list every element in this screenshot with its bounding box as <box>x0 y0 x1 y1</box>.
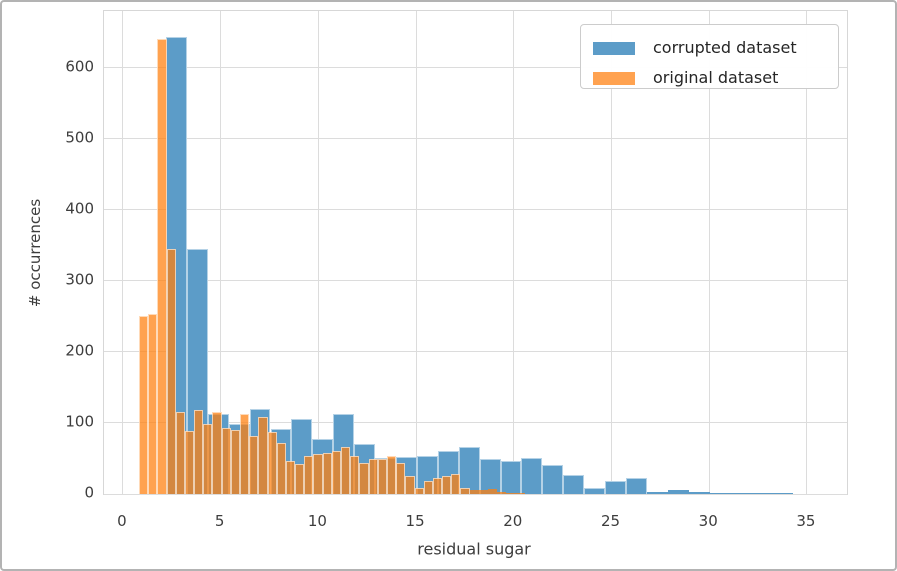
histogram-bar-original-dataset <box>203 424 213 494</box>
histogram-bar-original-dataset <box>341 447 351 494</box>
histogram-bar-original-dataset <box>148 314 158 494</box>
histogram-bar-corrupted-dataset <box>542 464 564 494</box>
histogram-bar-original-dataset <box>331 450 342 494</box>
gridline-y-500 <box>104 138 847 140</box>
x-tick-label-30: 30 <box>698 512 718 530</box>
gridline-y-100 <box>104 422 847 424</box>
histogram-bar-corrupted-dataset <box>479 459 501 494</box>
histogram-bar-corrupted-dataset <box>605 480 626 494</box>
histogram-bar-original-dataset <box>175 412 185 494</box>
y-tick-label-600: 600 <box>65 57 94 76</box>
histogram-bar-corrupted-dataset <box>667 489 689 494</box>
histogram-bar-original-dataset <box>442 476 452 494</box>
histogram-bar-original-dataset <box>212 412 222 494</box>
histogram-bar-corrupted-dataset <box>500 461 522 494</box>
histogram-bar-original-dataset <box>497 491 507 494</box>
histogram-bar-corrupted-dataset <box>584 488 606 494</box>
legend: corrupted dataset original dataset <box>580 24 839 89</box>
histogram-bar-original-dataset <box>295 464 305 494</box>
histogram-bar-original-dataset <box>258 416 268 494</box>
histogram-bar-original-dataset <box>166 248 176 494</box>
histogram-bar-original-dataset <box>432 477 443 494</box>
histogram-bar-corrupted-dataset <box>521 457 543 494</box>
x-tick-label-15: 15 <box>405 512 425 530</box>
legend-label-corrupted: corrupted dataset <box>653 38 797 57</box>
gridline-y-400 <box>104 209 847 211</box>
histogram-bar-original-dataset <box>451 474 461 494</box>
y-tick-label-0: 0 <box>84 483 94 502</box>
gridline-x-25 <box>611 11 612 494</box>
y-tick-label-200: 200 <box>65 341 94 360</box>
histogram-bar-original-dataset <box>368 459 378 494</box>
histogram-bar-original-dataset <box>276 442 286 494</box>
histogram-bar-corrupted-dataset <box>751 492 773 494</box>
histogram-bar-corrupted-dataset <box>730 492 752 494</box>
gridline-y-300 <box>104 280 847 282</box>
legend-entry-original: original dataset <box>593 63 838 93</box>
legend-swatch-corrupted <box>593 41 635 55</box>
x-tick-label-0: 0 <box>117 512 127 530</box>
histogram-bar-corrupted-dataset <box>688 491 710 494</box>
histogram-bar-original-dataset <box>322 452 332 494</box>
histogram-bar-original-dataset <box>414 487 424 494</box>
gridline-y-200 <box>104 351 847 353</box>
histogram-bar-corrupted-dataset <box>646 491 668 494</box>
gridline-x-20 <box>513 11 515 494</box>
legend-label-original: original dataset <box>653 68 779 87</box>
gridline-x-15 <box>415 11 417 494</box>
histogram-bar-original-dataset <box>240 413 250 494</box>
histogram-bar-original-dataset <box>478 489 488 494</box>
x-tick-label-35: 35 <box>796 512 816 530</box>
x-tick-label-25: 25 <box>600 512 621 530</box>
histogram-bar-original-dataset <box>488 489 498 494</box>
x-tick-label-10: 10 <box>307 512 327 530</box>
x-tick-label-5: 5 <box>214 512 225 530</box>
histogram-bar-original-dataset <box>386 456 397 494</box>
histogram-bar-original-dataset <box>460 488 470 494</box>
histogram-bar-original-dataset <box>313 454 323 494</box>
histogram-bar-corrupted-dataset <box>709 492 731 494</box>
histogram-bar-original-dataset <box>506 492 516 494</box>
histogram-bar-original-dataset <box>396 462 406 494</box>
gridline-y-0 <box>104 493 847 495</box>
legend-swatch-original <box>593 71 635 85</box>
y-axis-label: # occurrences <box>26 198 44 308</box>
histogram-bar-original-dataset <box>423 480 433 494</box>
histogram-bar-original-dataset <box>377 459 387 494</box>
histogram-bar-corrupted-dataset <box>625 478 647 494</box>
gridline-x-5 <box>220 11 222 494</box>
histogram-bar-original-dataset <box>469 490 479 494</box>
y-tick-label-400: 400 <box>65 199 94 218</box>
gridline-x-0 <box>122 11 124 494</box>
legend-entry-corrupted: corrupted dataset <box>593 33 838 63</box>
histogram-bar-corrupted-dataset <box>458 447 480 494</box>
histogram-bar-original-dataset <box>359 462 369 494</box>
gridline-y-600 <box>104 67 847 69</box>
histogram-bar-corrupted-dataset <box>563 474 585 494</box>
histogram-bar-original-dataset <box>285 461 296 494</box>
histogram-bar-original-dataset <box>184 431 195 494</box>
plot-area <box>103 10 848 495</box>
x-axis-label: residual sugar <box>417 539 531 559</box>
histogram-bar-original-dataset <box>194 410 204 494</box>
y-tick-label-100: 100 <box>65 412 94 431</box>
histogram-bar-original-dataset <box>157 39 167 494</box>
histogram-bar-original-dataset <box>405 475 415 494</box>
histogram-bar-original-dataset <box>304 455 314 494</box>
histogram-bar-original-dataset <box>221 427 231 494</box>
histogram-bar-original-dataset <box>267 432 277 494</box>
histogram-bar-original-dataset <box>230 430 240 494</box>
histogram-bar-original-dataset <box>249 435 259 494</box>
y-tick-label-500: 500 <box>65 128 94 147</box>
gridline-x-35 <box>806 11 808 494</box>
y-tick-label-300: 300 <box>65 270 94 289</box>
gridline-x-10 <box>317 11 319 494</box>
x-tick-label-20: 20 <box>503 512 523 530</box>
histogram-bar-original-dataset <box>350 455 360 494</box>
histogram-bar-original-dataset <box>138 316 149 494</box>
histogram-bar-original-dataset <box>515 492 525 494</box>
gridline-x-30 <box>708 11 710 494</box>
histogram-bar-corrupted-dataset <box>772 492 794 494</box>
